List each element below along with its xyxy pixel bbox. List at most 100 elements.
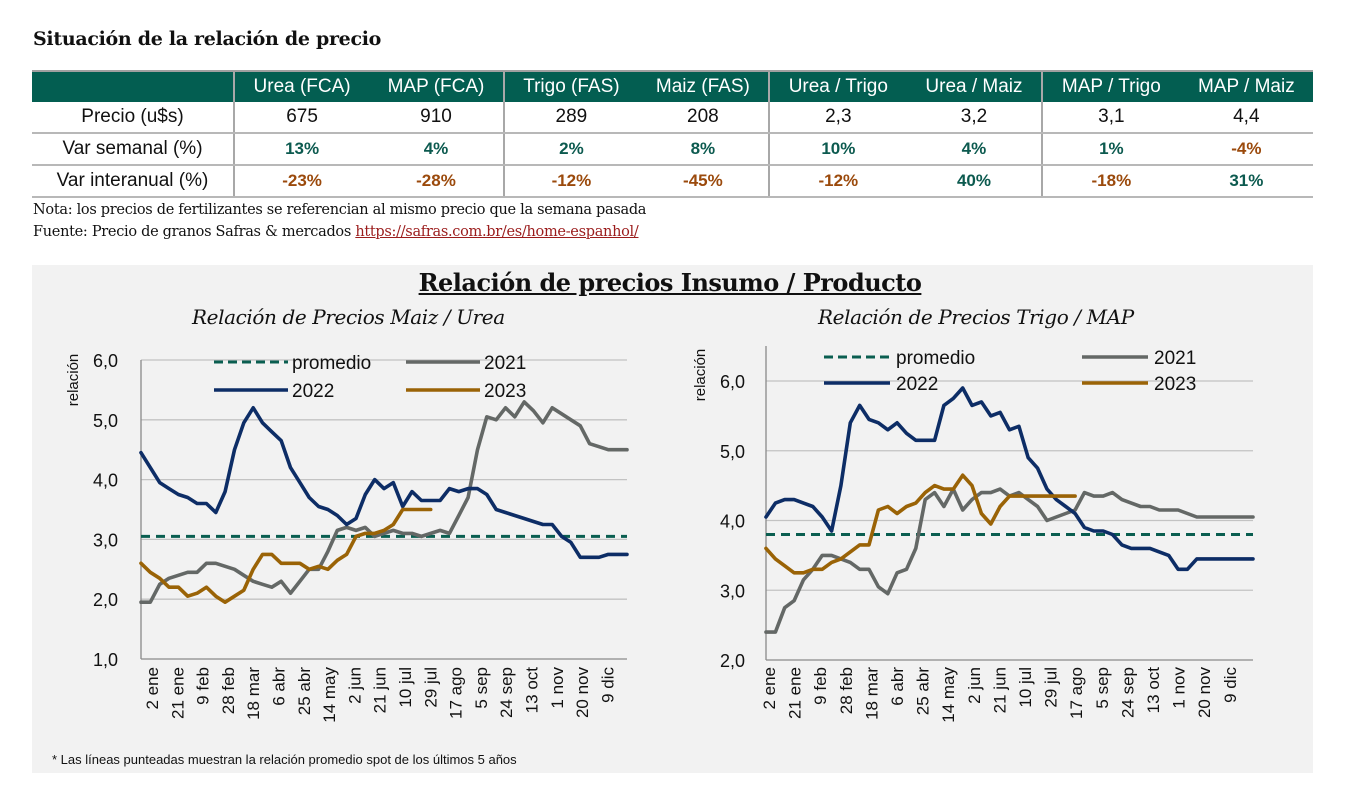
left-series-2022 [139,405,629,560]
table-cell: -45% [638,165,769,198]
column-header: Trigo (FAS) [502,70,638,102]
note-text: Nota: los precios de fertilizantes se re… [33,202,647,218]
table-row: Var interanual (%) -23% -28% -12% -45% -12% 40… [32,165,1313,198]
page-title: Situación de la relación de precio [33,28,382,50]
table-row: Var semanal (%) 13% 4% 2% 8% 10% 4% 1% -4% [32,133,1313,166]
left-x-tick-label: 5 sep [472,667,491,709]
table-cell: 2% [502,133,638,166]
table-cell: 40% [906,165,1043,198]
source-text: Fuente: Precio de granos Safras & mercad… [33,224,639,240]
left-x-tick-label: 2 ene [143,667,162,710]
column-header: Urea (FCA) [232,70,370,102]
left-x-tick-label: 24 sep [497,667,516,718]
table-cell: -12% [502,165,638,198]
right-x-tick-label: 6 abr [888,667,907,706]
left-y-tick-label: 5,0 [93,411,118,431]
table-header-corner [32,70,234,102]
right-series-2023 [764,473,1077,575]
table-cell: 910 [369,102,504,134]
charts-panel [32,265,1313,773]
source-prefix: Fuente: Precio de granos Safras & mercad… [33,224,356,240]
left-series-2023 [139,507,433,605]
right-x-tick-label: 13 oct [1144,667,1163,714]
left-y-axis-label: relación [65,354,82,407]
right-x-tick-label: 20 nov [1195,667,1214,719]
table-row: Precio (u$s) 675 910 289 208 2,3 3,2 3,1 4,4 [32,102,1313,134]
row-label: Var semanal (%) [32,133,234,166]
row-label: Precio (u$s) [32,102,234,134]
table-cell: 4,4 [1179,102,1313,134]
table-cell: -28% [369,165,504,198]
left-series-2021 [139,400,629,605]
source-link[interactable]: https://safras.com.br/es/home-espanhol/ [355,224,639,240]
right-y-axis-label: relación [692,349,709,402]
chart-left-title: Relación de Precios Maiz / Urea [192,305,505,329]
left-x-tick-label: 21 ene [168,667,187,719]
right-x-tick-label: 25 abr [914,667,933,716]
right-x-tick-label: 17 ago [1067,667,1086,719]
table-cell: 4% [369,133,504,166]
column-header: Maiz (FAS) [638,70,769,102]
left-x-tick-label: 9 feb [194,667,213,705]
right-x-tick-label: 29 jul [1042,667,1061,708]
table-cell: 8% [638,133,769,166]
left-x-tick-label: 2 jun [345,667,364,704]
right-x-tick-label: 2 jun [965,667,984,704]
left-x-tick-label: 20 nov [573,667,592,719]
left-x-tick-label: 9 dic [598,667,617,703]
column-header: MAP / Trigo [1041,70,1180,102]
table-cell: 4% [906,133,1043,166]
left-legend-label-2021: 2021 [484,353,526,374]
table-cell: -4% [1179,133,1313,166]
table-cell: -18% [1041,165,1180,198]
right-x-tick-label: 5 sep [1093,667,1112,709]
table-cell: -12% [767,165,907,198]
right-legend-label-2022: 2022 [896,374,938,395]
left-y-tick-label: 6,0 [93,351,118,371]
column-header: MAP / Maiz [1179,70,1313,102]
left-x-tick-label: 6 abr [270,667,289,706]
panel-title: Relación de precios Insumo / Producto [418,268,922,297]
table-cell: 208 [638,102,769,134]
table-header-row: Urea (FCA) MAP (FCA) Trigo (FAS) Maiz (F… [32,70,1313,102]
left-x-tick-label: 21 jun [371,667,390,713]
chart-right-title: Relación de Precios Trigo / MAP [818,305,1134,329]
right-x-tick-label: 2 ene [760,667,779,710]
left-x-tick-label: 1 nov [548,667,567,709]
table-cell: -23% [232,165,370,198]
left-x-tick-label: 14 may [320,667,339,723]
price-ratio-table: Urea (FCA) MAP (FCA) Trigo (FAS) Maiz (F… [32,70,1313,198]
right-x-tick-label: 28 feb [837,667,856,714]
right-x-tick-label: 18 mar [862,667,881,720]
left-legend-label-2022: 2022 [292,381,334,402]
table-cell: 31% [1179,165,1313,198]
left-x-tick-label: 10 jul [396,667,415,708]
left-x-tick-label: 29 jul [421,667,440,708]
table-cell: 10% [767,133,907,166]
right-y-tick-label: 3,0 [720,581,745,601]
column-header: Urea / Maiz [906,70,1043,102]
column-header: MAP (FCA) [369,70,504,102]
table-cell: 13% [232,133,370,166]
left-legend-label-promedio: promedio [292,353,371,374]
left-y-tick-label: 3,0 [93,530,118,550]
column-header: Urea / Trigo [767,70,907,102]
right-legend-label-2021: 2021 [1154,348,1196,369]
left-y-tick-label: 2,0 [93,590,118,610]
right-x-tick-label: 9 feb [811,667,830,705]
left-x-tick-label: 17 ago [447,667,466,719]
right-y-tick-label: 6,0 [720,372,745,392]
table-cell: 2,3 [767,102,907,134]
left-legend-label-2023: 2023 [484,381,526,402]
table-cell: 3,2 [906,102,1043,134]
table-cell: 3,1 [1041,102,1180,134]
table-cell: 675 [232,102,370,134]
right-x-tick-label: 1 nov [1170,667,1189,709]
footnote: * Las líneas punteadas muestran la relac… [52,752,517,767]
right-series-2022 [764,386,1255,572]
right-legend-label-promedio: promedio [896,348,975,369]
left-x-tick-label: 28 feb [219,667,238,714]
right-x-tick-label: 14 may [939,667,958,723]
row-label: Var interanual (%) [32,165,234,198]
